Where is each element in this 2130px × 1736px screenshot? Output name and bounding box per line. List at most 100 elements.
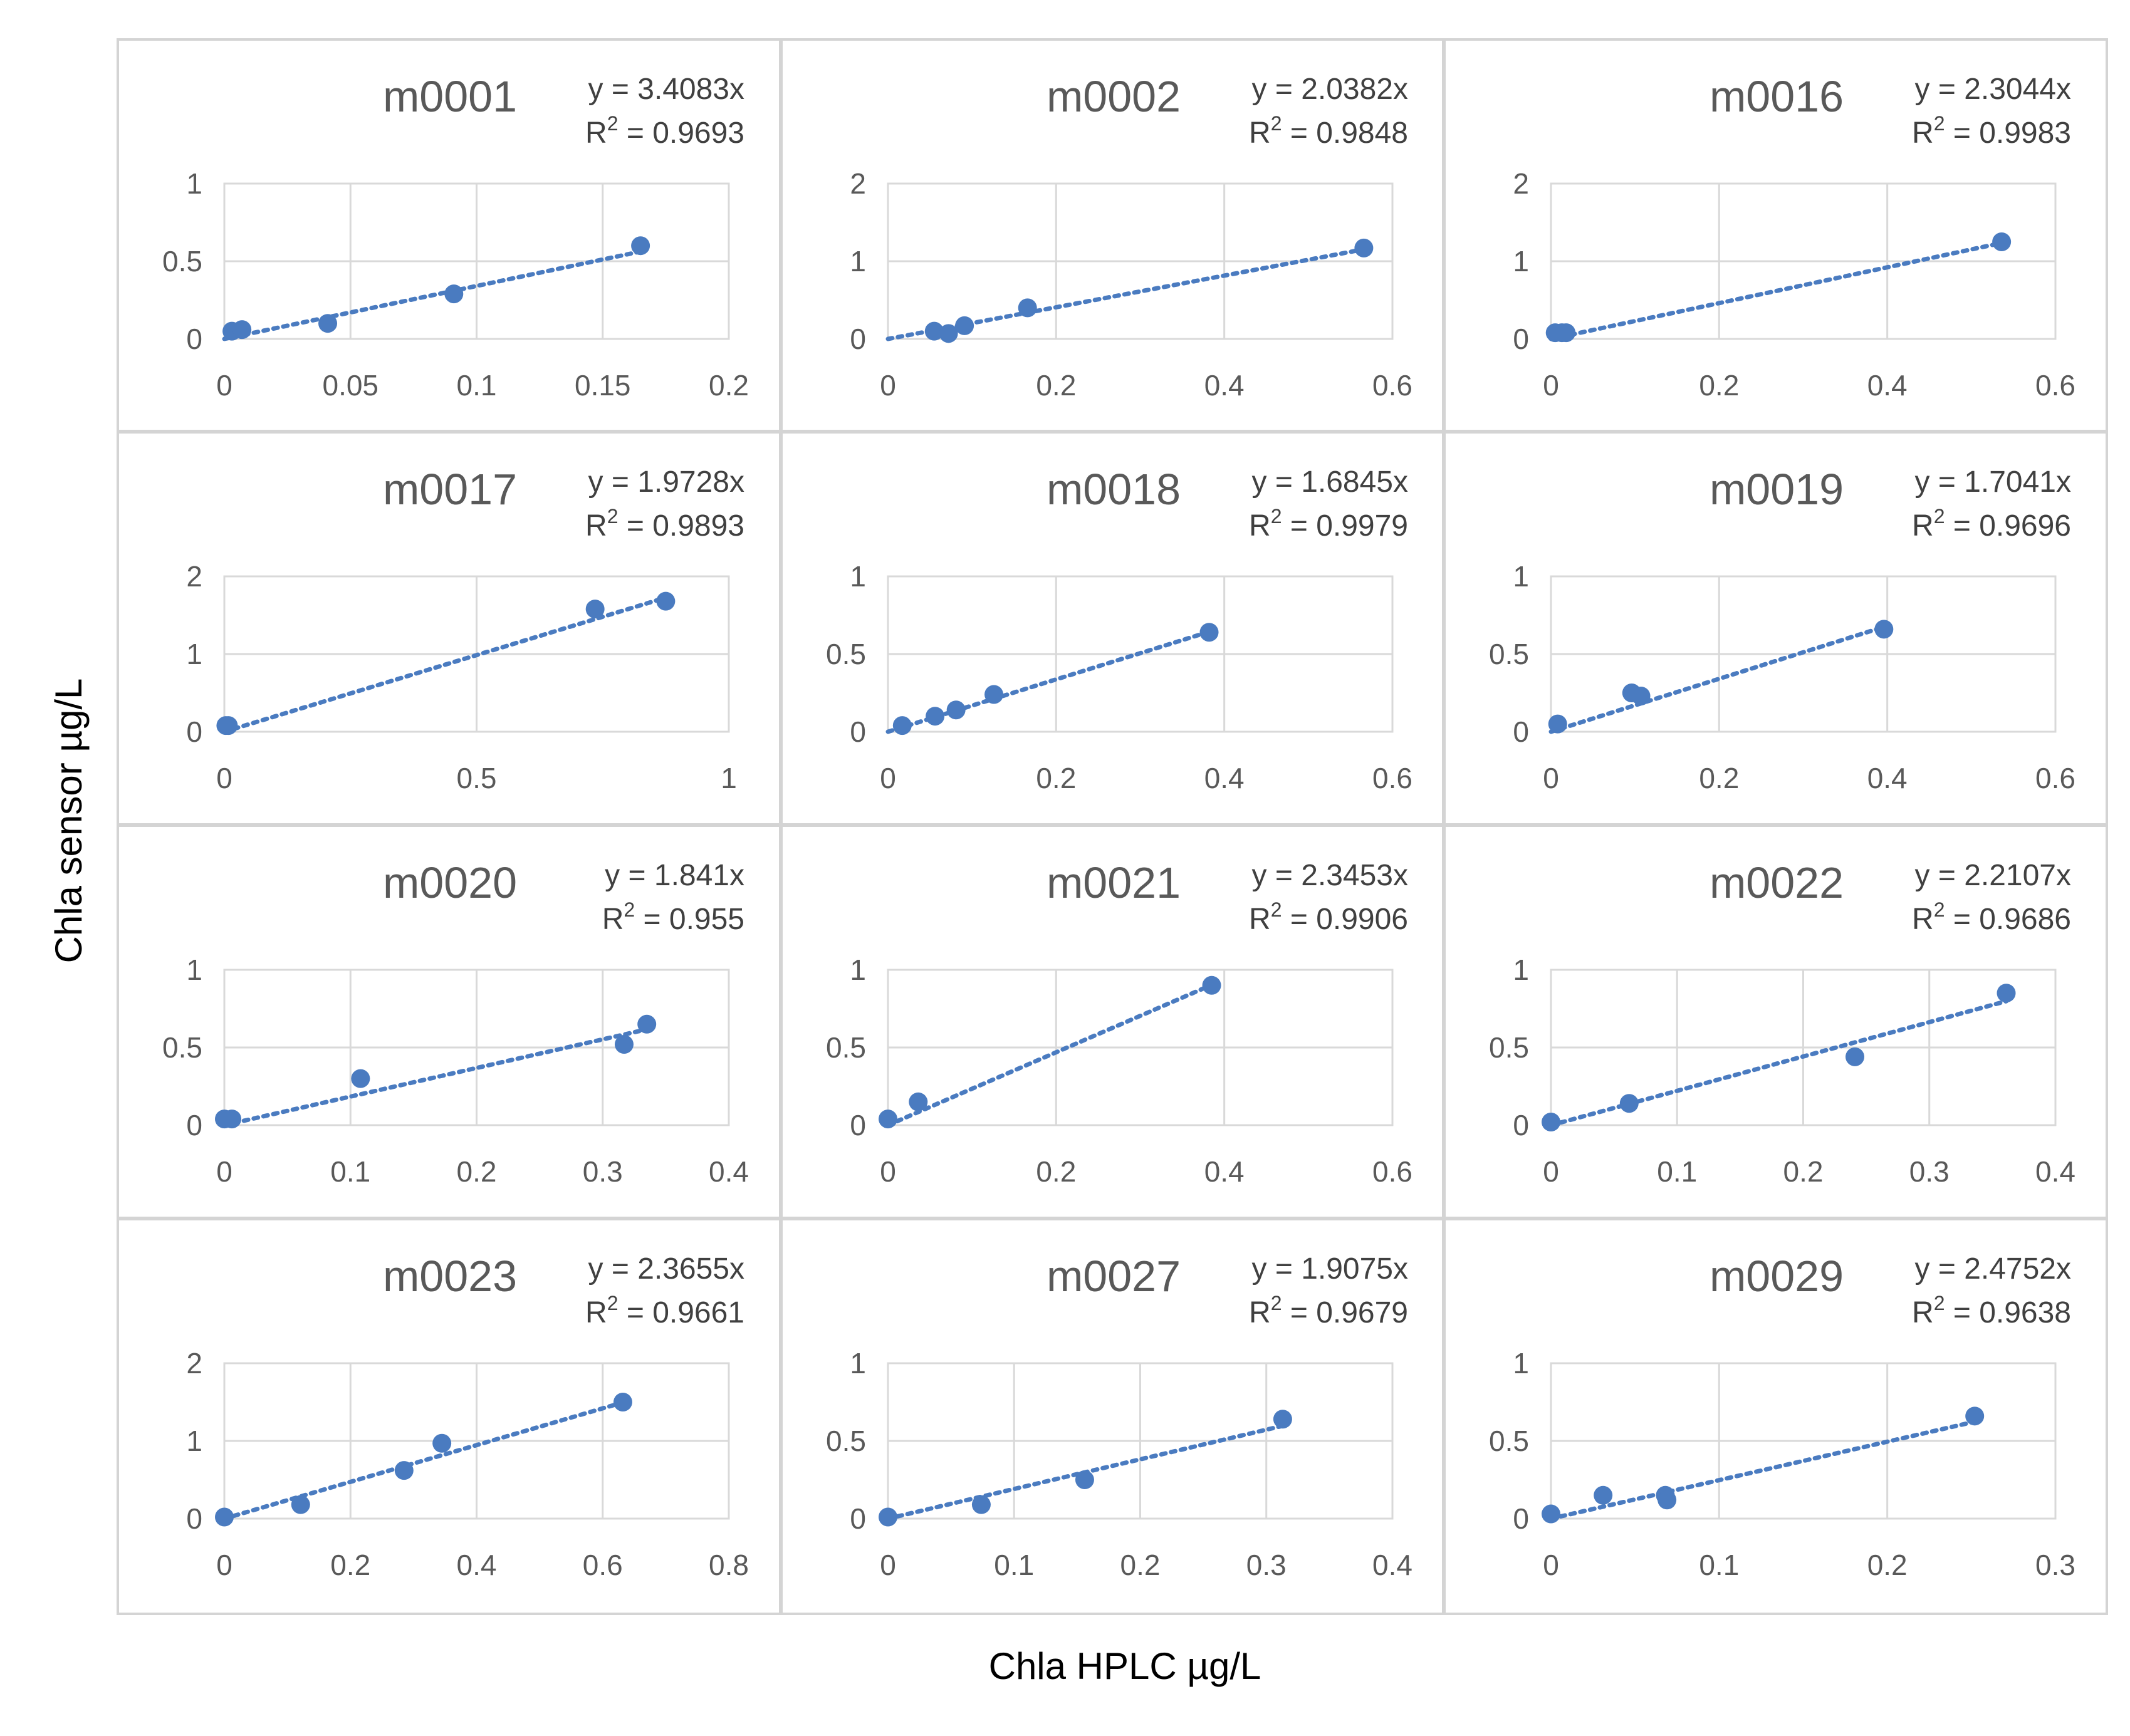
panel-title: m0002 [1047,72,1181,121]
trend-equation: y = 2.2107x [1914,859,2071,892]
trend-equation: y = 2.3655x [588,1252,744,1286]
y-tick-label: 0.5 [162,245,202,278]
x-tick-label: 0.15 [575,369,631,402]
x-tick-label: 0.3 [583,1155,623,1188]
r-squared-label: R2 = 0.9686 [1912,898,2071,936]
data-point [1202,975,1221,995]
x-tick-label: 0.5 [457,762,497,794]
trend-equation: y = 2.3453x [1251,859,1408,892]
trend-equation: y = 2.3044x [1914,73,2071,106]
x-tick-label: 1 [721,762,737,794]
data-point [1354,238,1374,257]
x-tick-label: 0.1 [457,369,497,402]
r-symbol: R [585,117,607,150]
r-squared-value: = 0.955 [635,903,744,936]
panel-m0018: 0 0.2 0.4 0.6 0 0.5 1 m0018 y = 1.6845x R2 = 0.99… [780,431,1444,826]
data-point [215,1507,234,1527]
x-tick-label: 0 [216,762,232,794]
data-point [219,716,238,735]
r-symbol: R [1912,903,1934,936]
data-point [924,321,944,341]
y-tick-label: 0 [850,1502,866,1535]
trendline [1548,1419,1977,1521]
panel-m0022: 0 0.1 0.2 0.3 0.4 0 0.5 1 m0022 y = 2.2107x R2 = 0… [1443,824,2108,1219]
r-symbol: R [1249,509,1271,543]
x-tick-label: 0.4 [1867,762,1908,794]
r-squared-label: R2 = 0.9661 [585,1292,744,1329]
x-tick-label: 0.2 [1036,762,1076,794]
data-point [1594,1485,1613,1505]
r-symbol: R [1249,903,1271,936]
r-symbol: R [585,509,607,543]
x-tick-label: 0.2 [1699,369,1739,402]
x-tick-label: 0 [880,1549,896,1581]
y-tick-label: 1 [186,1425,202,1457]
data-point [1199,623,1219,642]
r-squared-label: R2 = 0.9906 [1249,898,1408,936]
data-point [614,1035,634,1054]
trendline [1548,241,2004,341]
panel-title: m0021 [1047,858,1181,907]
plot-area [1550,1362,2057,1520]
y-tick-label: 0.5 [1489,638,1529,670]
superscript-two: 2 [1271,505,1282,528]
plot-area [1550,575,2057,733]
y-tick-label: 0 [1513,715,1529,748]
y-tick-label: 0.5 [1489,1425,1529,1457]
x-tick-label: 0.6 [2035,762,2075,794]
panel-m0020: 0 0.1 0.2 0.3 0.4 0 0.5 1 m0020 y = 1.841x R2 = 0.… [117,824,781,1219]
plot-area [223,969,730,1126]
r-squared-value: = 0.9661 [618,1296,744,1329]
x-tick-label: 0.3 [1246,1549,1287,1581]
data-point [432,1433,452,1453]
r-squared-value: = 0.9848 [1282,117,1408,150]
x-tick-label: 0.6 [2035,369,2075,402]
y-tick-label: 0 [1513,1502,1529,1535]
r-symbol: R [585,1296,607,1329]
r-squared-label: R2 = 0.9893 [585,505,744,543]
superscript-two: 2 [1271,112,1282,135]
r-squared-value: = 0.9679 [1282,1296,1408,1329]
panel-title: m0020 [383,858,517,907]
r-squared-value: = 0.9893 [618,509,744,543]
trend-equation: y = 3.4083x [588,73,744,106]
data-point [955,316,974,335]
x-tick-label: 0 [216,369,232,402]
r-squared-label: R2 = 0.9979 [1249,505,1408,543]
x-tick-label: 0.1 [330,1155,370,1188]
x-tick-label: 0.05 [322,369,378,402]
r-squared-value: = 0.9906 [1282,903,1408,936]
data-point [1075,1470,1094,1489]
r-symbol: R [1249,117,1271,150]
y-tick-label: 1 [186,638,202,670]
data-point [1542,1504,1560,1524]
y-tick-label: 1 [186,167,202,200]
x-tick-label: 0.2 [1699,762,1739,794]
panel-border [1443,431,2108,826]
x-tick-label: 0.1 [994,1549,1034,1581]
y-tick-label: 0 [1513,1109,1529,1141]
y-tick-label: 1 [1513,245,1529,278]
x-tick-label: 0.8 [709,1549,749,1581]
superscript-two: 2 [624,898,635,921]
data-point [1997,984,2016,1003]
x-tick-label: 0.4 [1204,1155,1245,1188]
data-point [1658,1490,1677,1510]
superscript-two: 2 [1271,898,1282,921]
data-point [1992,232,2012,251]
trend-equation: y = 1.7041x [1914,465,2071,499]
x-tick-label: 0.2 [1783,1155,1824,1188]
r-squared-label: R2 = 0.9693 [585,112,744,150]
x-tick-label: 0.6 [583,1549,623,1581]
x-tick-label: 0 [880,1155,896,1188]
data-point [971,1495,991,1514]
panel-border [1443,1218,2108,1615]
data-point [892,716,912,735]
superscript-two: 2 [607,112,619,135]
x-tick-label: 0.4 [457,1549,497,1581]
panel-title: m0016 [1710,72,1844,121]
trendline [222,1027,649,1128]
panel-border [1443,824,2108,1219]
